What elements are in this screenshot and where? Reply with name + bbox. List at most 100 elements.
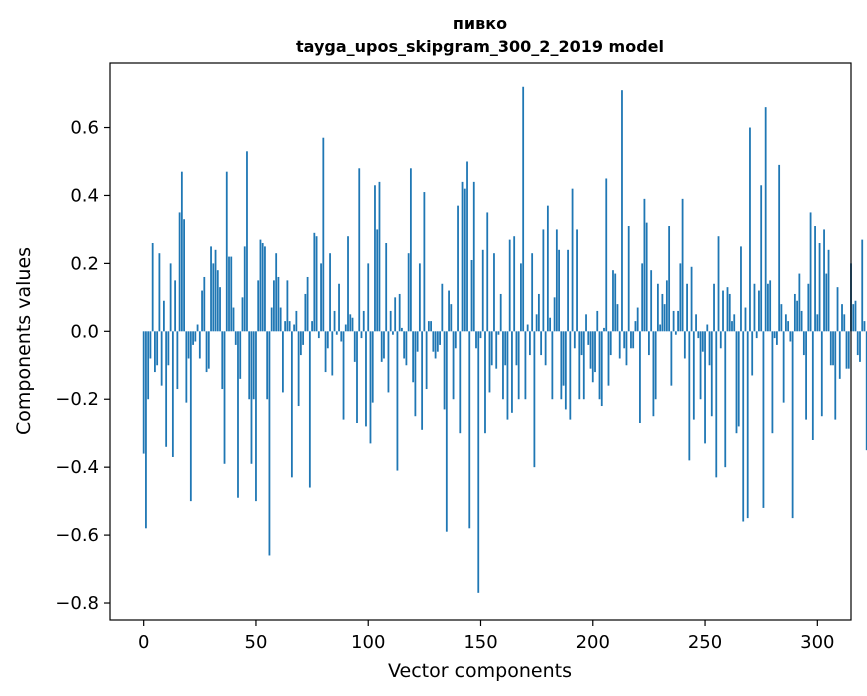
bar-41 — [234, 331, 237, 345]
bar-11 — [167, 331, 170, 366]
bar-77 — [315, 236, 318, 332]
bar-75 — [311, 321, 313, 332]
bar-293 — [800, 310, 803, 332]
bar-13 — [171, 331, 174, 457]
x-tick-label: 250 — [688, 632, 722, 653]
bar-191 — [571, 188, 574, 332]
bar-256 — [717, 236, 720, 332]
bar-136 — [448, 290, 450, 332]
bar-213 — [621, 90, 623, 332]
bar-84 — [331, 331, 334, 376]
bar-249 — [701, 331, 704, 352]
bar-22 — [192, 331, 194, 345]
bar-87 — [338, 283, 340, 332]
bar-131 — [436, 331, 439, 352]
bar-143 — [463, 188, 466, 332]
bar-135 — [445, 331, 448, 532]
bar-76 — [313, 232, 316, 332]
bar-40 — [232, 307, 235, 332]
bar-109 — [387, 331, 390, 393]
bar-80 — [322, 137, 325, 332]
bar-39 — [230, 256, 233, 332]
bar-225 — [648, 331, 650, 356]
bar-71 — [302, 331, 305, 345]
bar-178 — [542, 229, 545, 332]
bar-93 — [351, 317, 354, 332]
bar-121 — [414, 331, 417, 417]
bar-152 — [484, 331, 486, 434]
bar-278 — [767, 283, 769, 332]
bar-303 — [823, 229, 825, 332]
bar-72 — [304, 293, 307, 332]
bar-68 — [295, 310, 298, 332]
bar-137 — [450, 304, 453, 332]
bar-215 — [625, 331, 628, 366]
bar-259 — [724, 331, 727, 468]
bar-206 — [605, 178, 608, 332]
bar-238 — [677, 310, 679, 332]
bar-128 — [430, 321, 432, 332]
bar-52 — [259, 239, 262, 332]
bar-24 — [196, 324, 199, 332]
x-axis-ticks: 0 50 100 150 200 250 300 — [138, 620, 834, 653]
bar-251 — [706, 324, 709, 332]
bar-177 — [540, 331, 543, 356]
bar-126 — [425, 331, 428, 390]
bar-204 — [600, 331, 603, 407]
bar-258 — [722, 290, 724, 332]
bar-35 — [221, 331, 224, 390]
bar-73 — [306, 276, 309, 332]
bar-171 — [526, 324, 529, 332]
bar-150 — [479, 331, 482, 339]
bar-202 — [596, 310, 599, 332]
bar-118 — [407, 253, 410, 332]
bar-91 — [347, 236, 349, 332]
bar-182 — [551, 331, 554, 400]
bar-156 — [493, 253, 495, 332]
bar-169 — [522, 86, 525, 332]
bar-183 — [553, 297, 556, 332]
bar-201 — [594, 331, 596, 373]
bar-21 — [189, 331, 192, 502]
bar-55 — [266, 331, 269, 400]
bar-142 — [461, 181, 464, 332]
bar-184 — [555, 229, 558, 332]
bar-82 — [326, 331, 329, 349]
bar-5 — [154, 331, 156, 373]
bar-163 — [508, 239, 511, 332]
bar-18 — [183, 219, 185, 332]
bar-116 — [403, 331, 406, 359]
bar-246 — [695, 314, 697, 332]
bar-318 — [856, 331, 859, 356]
chart-title: пивко — [453, 14, 507, 33]
bar-33 — [216, 270, 219, 332]
bar-86 — [335, 331, 338, 335]
bar-200 — [591, 331, 594, 383]
bar-310 — [838, 331, 841, 379]
bar-57 — [270, 307, 273, 332]
bar-180 — [546, 205, 549, 332]
bar-211 — [616, 304, 619, 332]
bar-141 — [459, 331, 462, 434]
bar-265 — [737, 331, 740, 427]
chart-subtitle: tayga_upos_skipgram_300_2_2019 model — [296, 37, 664, 56]
bar-250 — [704, 331, 706, 444]
bar-97 — [360, 331, 363, 339]
bar-198 — [587, 331, 590, 345]
bar-210 — [614, 273, 617, 332]
bar-302 — [820, 331, 823, 417]
y-tick-label: 0.6 — [70, 118, 99, 139]
bar-167 — [517, 331, 520, 400]
bar-224 — [645, 222, 648, 332]
bar-254 — [713, 283, 715, 332]
bar-43 — [239, 331, 242, 379]
bar-139 — [454, 331, 457, 349]
bar-244 — [690, 266, 693, 332]
bar-94 — [353, 331, 356, 362]
bar-37 — [225, 171, 228, 332]
bar-14 — [174, 280, 177, 332]
bar-130 — [434, 331, 437, 359]
bar-208 — [609, 331, 612, 356]
bar-161 — [504, 331, 507, 366]
